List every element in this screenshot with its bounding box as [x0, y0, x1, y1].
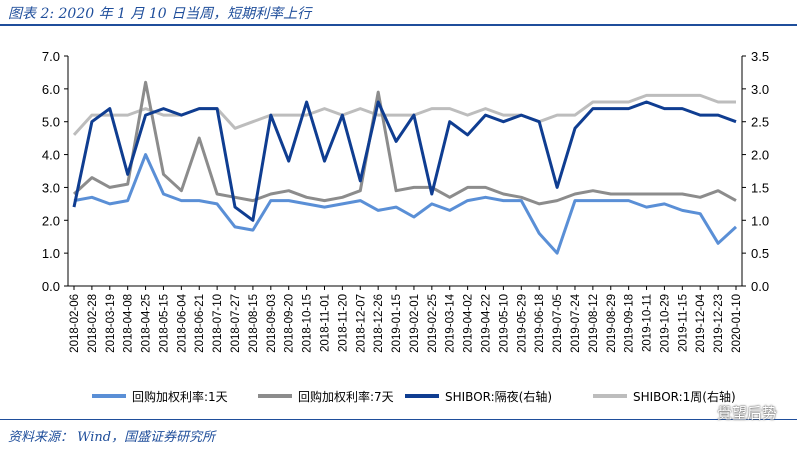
y-right-tick-label: 0.5 [751, 246, 769, 261]
y-left-tick-label: 6.0 [42, 82, 60, 97]
x-tick-label: 2019-08-29 [606, 294, 618, 353]
y-right-tick-label: 1.5 [751, 180, 769, 195]
x-tick-label: 2019-10-29 [659, 294, 671, 353]
y-left-tick-label: 4.0 [42, 148, 60, 163]
x-tick-label: 2018-12-26 [373, 294, 385, 353]
x-tick-label: 2019-01-15 [391, 294, 403, 353]
x-tick-label: 2019-06-18 [534, 294, 546, 353]
y-left-tick-label: 5.0 [42, 115, 60, 130]
x-tick-label: 2018-05-15 [158, 294, 170, 353]
y-left-tick-label: 0.0 [42, 279, 60, 294]
x-tick-label: 2019-05-10 [498, 294, 510, 353]
legend: 回购加权利率:1天 回购加权利率:7天 SHIBOR:隔夜(右轴) SHIBOR:1周… [92, 389, 736, 404]
x-tick-label: 2018-07-10 [212, 294, 224, 353]
x-tick-label: 2019-08-12 [588, 294, 600, 353]
x-tick-label: 2019-09-18 [624, 294, 636, 353]
x-tick-label: 2019-04-22 [481, 294, 493, 353]
x-tick-label: 2019-07-05 [552, 294, 564, 353]
x-tick-label: 2020-01-10 [731, 294, 743, 353]
x-tick-label: 2018-07-27 [230, 294, 242, 353]
x-tick-label: 2019-12-04 [695, 293, 707, 352]
x-tick-label: 2019-07-24 [570, 293, 582, 352]
y-right-tick-label: 2.5 [751, 115, 769, 130]
x-tick-label: 2019-03-14 [445, 293, 457, 352]
series-lines [72, 80, 738, 255]
x-tick-label: 2018-09-20 [284, 294, 296, 353]
watermark-text: 覺望后势 [716, 404, 777, 422]
y-left-tick-label: 7.0 [42, 49, 60, 64]
y-right-tick-label: 3.5 [751, 49, 769, 64]
x-tick-label: 2019-02-01 [409, 294, 421, 353]
chart-title: 图表 2: 2020 年 1 月 10 日当周，短期利率上行 [8, 6, 312, 22]
y-right-tick-label: 3.0 [751, 82, 769, 97]
series-line-0 [73, 153, 738, 255]
y-right-tick-label: 1.0 [751, 213, 769, 228]
x-tick-label: 2019-04-02 [463, 294, 475, 353]
source-rule [0, 419, 797, 420]
legend-label-1: 回购加权利率:7天 [298, 389, 394, 404]
y-left-tick-label: 3.0 [42, 180, 60, 195]
legend-label-3: SHIBOR:1周(右轴) [633, 389, 736, 404]
x-tick-label: 2018-06-21 [194, 294, 206, 353]
y-left-tick-label: 2.0 [42, 213, 60, 228]
x-tick-label: 2018-04-08 [123, 294, 135, 353]
x-tick-label: 2018-12-07 [355, 294, 367, 353]
x-tick-label: 2019-12-23 [713, 294, 725, 353]
y-right-tick-label: 2.0 [751, 148, 769, 163]
x-tick-label: 2018-03-19 [105, 294, 117, 353]
x-tick-label: 2018-10-15 [302, 294, 314, 353]
x-tick-label: 2019-10-11 [642, 294, 654, 352]
source-note: 资料来源： Wind，国盛证券研究所 [8, 430, 216, 445]
x-tick-label: 2018-04-25 [141, 294, 153, 353]
legend-label-0: 回购加权利率:1天 [132, 389, 228, 404]
x-tick-label: 2018-11-01 [319, 294, 331, 352]
y-left-tick-label: 1.0 [42, 246, 60, 261]
x-tick-label: 2018-11-20 [337, 294, 349, 352]
y-right-tick-label: 0.0 [751, 279, 769, 294]
series-line-1 [72, 80, 737, 206]
x-tick-label: 2018-02-06 [69, 294, 81, 353]
x-tick-label: 2019-11-15 [677, 294, 689, 352]
x-tick-label: 2018-06-04 [176, 293, 188, 352]
x-tick-label: 2018-02-28 [87, 294, 99, 353]
title-rule [0, 24, 797, 26]
x-tick-label: 2018-08-15 [248, 294, 260, 353]
legend-label-2: SHIBOR:隔夜(右轴) [445, 389, 552, 404]
series-line-2 [72, 100, 737, 222]
chart-axes: 7.0 6.0 5.0 4.0 3.0 2.0 1.0 0.0 3.5 3.0 2.5 2.0 1.5 1… [42, 49, 769, 353]
x-tick-label: 2019-05-29 [516, 294, 528, 353]
x-tick-label: 2019-02-25 [427, 294, 439, 353]
x-tick-label: 2018-09-03 [266, 294, 278, 353]
